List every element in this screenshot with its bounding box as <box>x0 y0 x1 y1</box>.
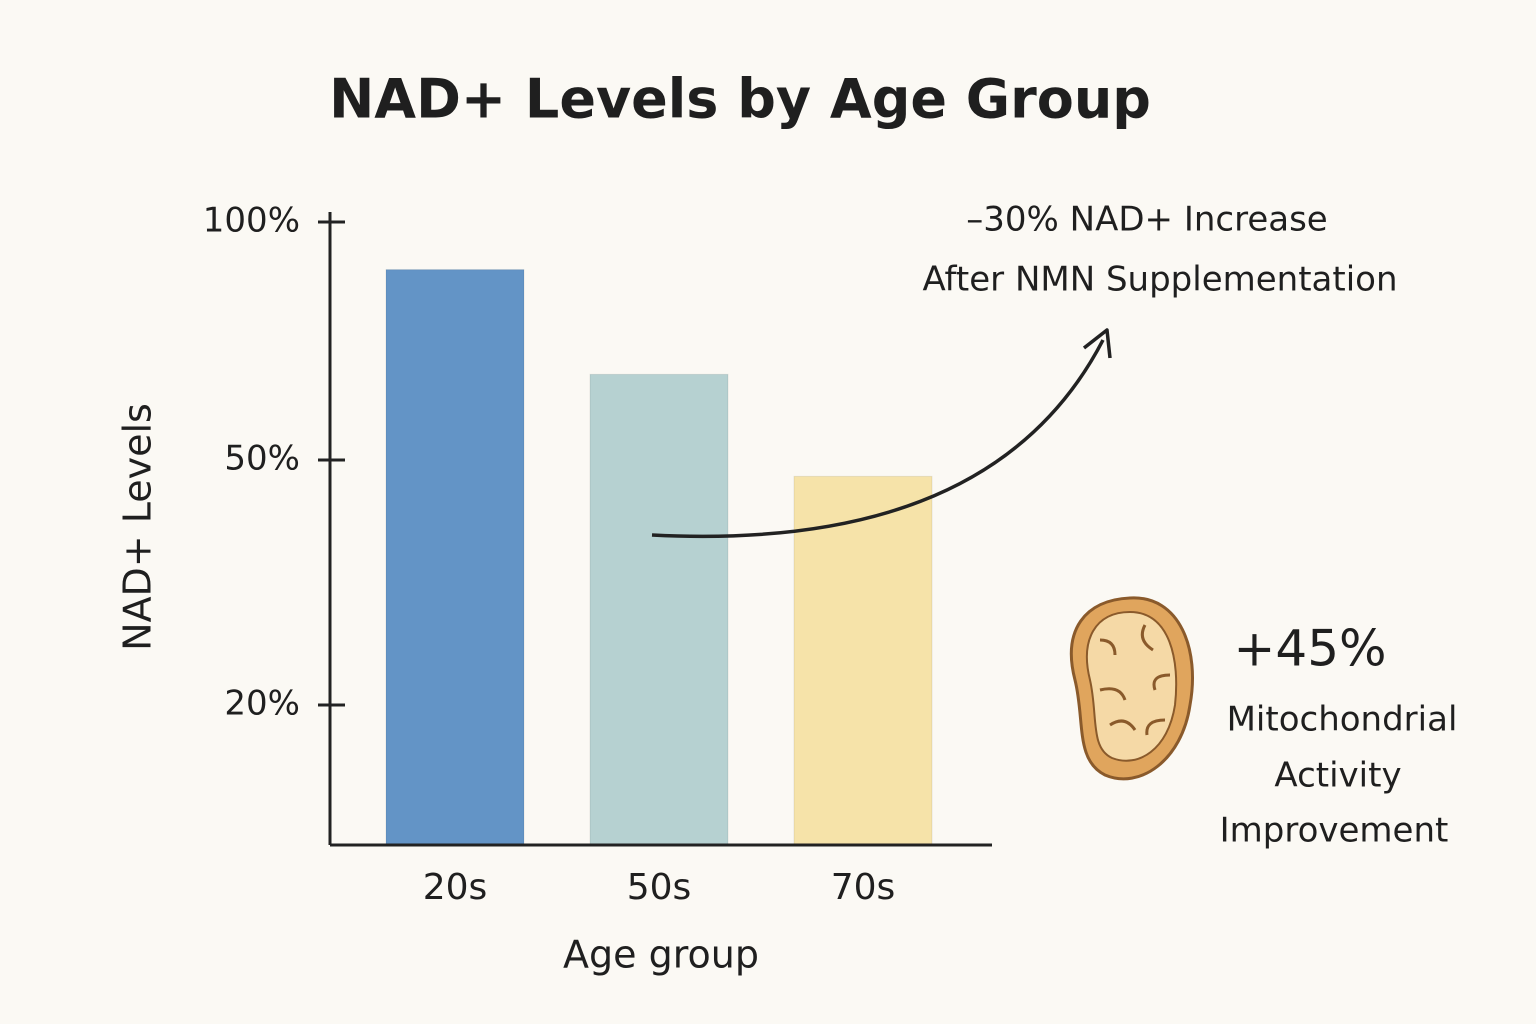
mitochondria-icon <box>1069 596 1194 781</box>
x-axis-label: Age group <box>563 933 759 977</box>
x-tick-label: 50s <box>627 867 692 908</box>
arrow-head <box>1082 328 1112 359</box>
annotation-text: Activity <box>1274 756 1401 796</box>
annotation-value: +45% <box>1233 620 1386 678</box>
bar <box>793 475 933 846</box>
bar <box>385 269 525 846</box>
annotation-text: Mitochondrial <box>1227 700 1458 740</box>
annotation-text: Improvement <box>1220 811 1449 851</box>
x-tick-label: 20s <box>423 867 488 908</box>
annotation-text: –30% NAD+ Increase <box>966 200 1327 240</box>
y-tick-label: 20% <box>224 684 300 724</box>
bar <box>589 373 729 846</box>
plot-area: 20% 50% 100% 20s 50s 70s <box>203 201 933 908</box>
annotation-text: After NMN Supplementation <box>922 260 1397 300</box>
chart-title: NAD+ Levels by Age Group <box>329 68 1151 131</box>
y-axis-label: NAD+ Levels <box>116 403 160 651</box>
y-tick-label: 50% <box>224 439 300 479</box>
y-tick-label: 100% <box>203 201 300 241</box>
annotation-arrow <box>651 339 1105 539</box>
x-tick-label: 70s <box>831 867 896 908</box>
